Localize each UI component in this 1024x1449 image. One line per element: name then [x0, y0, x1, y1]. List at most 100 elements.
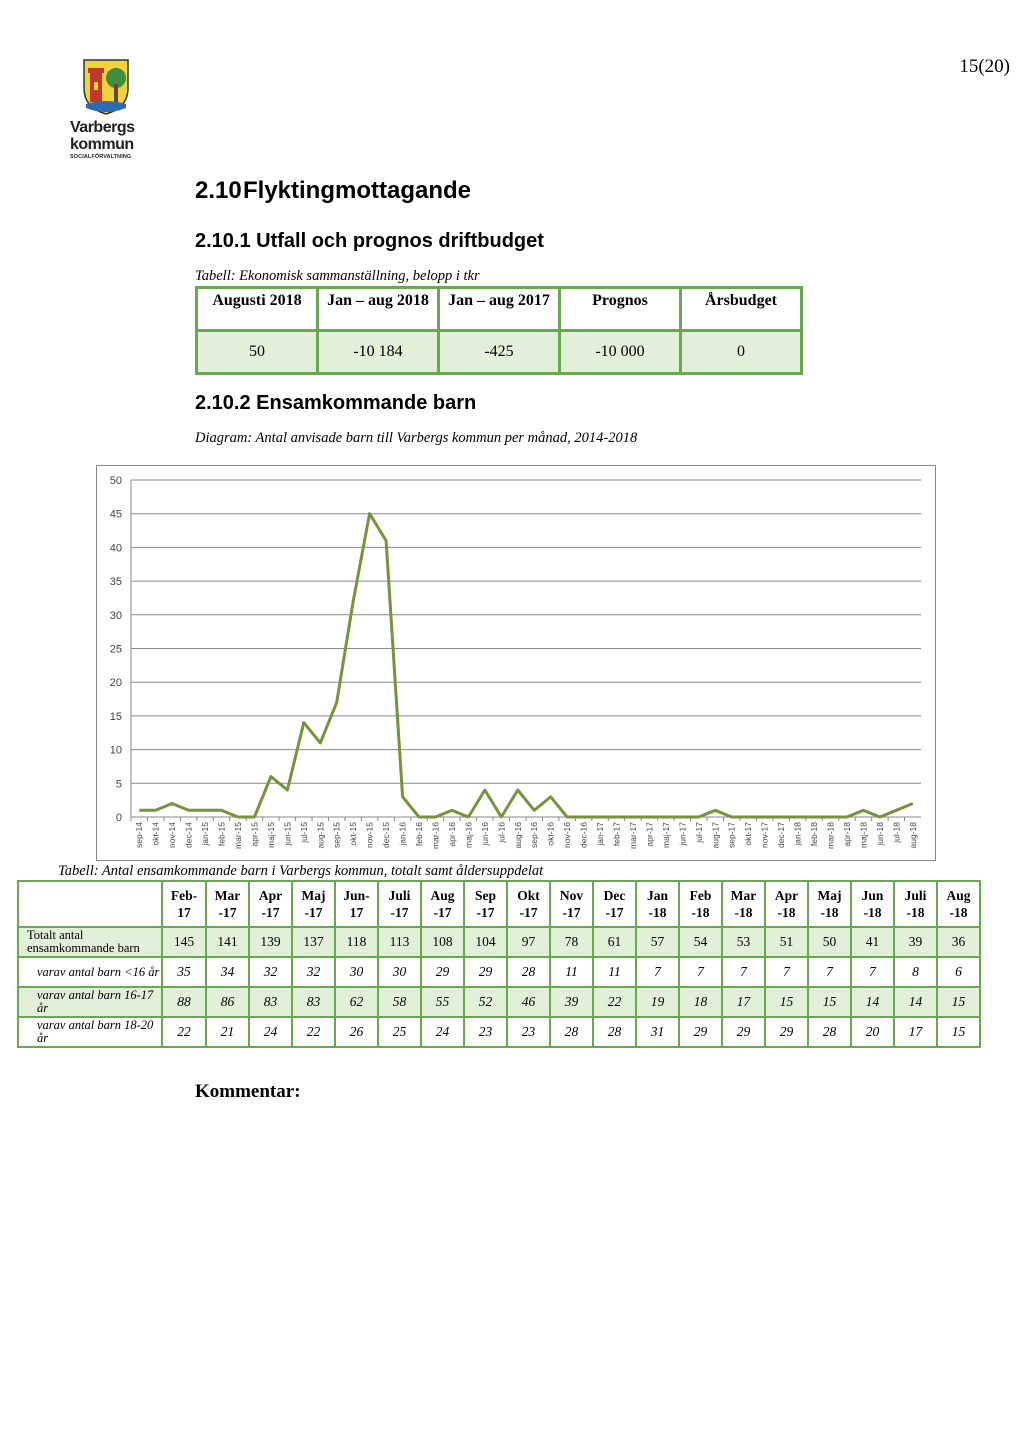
x-tick-label: feb-16: [414, 822, 424, 846]
children-header-cell: Nov -17: [549, 880, 594, 928]
children-value-cell: 30: [334, 956, 379, 988]
y-tick-label: 40: [110, 542, 122, 554]
children-header-cell: Dec -17: [592, 880, 637, 928]
x-tick-label: feb-17: [612, 822, 622, 846]
x-tick-label: okt-14: [151, 822, 161, 846]
x-tick-label: nov-17: [760, 822, 770, 848]
children-value-cell: 15: [764, 986, 809, 1018]
page-number: 15(20): [959, 56, 1010, 77]
children-value-cell: 7: [764, 956, 809, 988]
children-value-cell: 39: [893, 926, 938, 958]
children-value-cell: 39: [549, 986, 594, 1018]
children-value-cell: 41: [850, 926, 895, 958]
line-chart-svg: 0 5 10 15 20 25 30 35 40 45 50 sep-14 okt-14 nov-14 de…: [110, 475, 921, 849]
subsection-heading-budget: 2.10.1 Utfall och prognos driftbudget: [195, 230, 544, 252]
x-tick-label: mar-15: [233, 822, 243, 849]
logo-line-2: kommun: [70, 136, 134, 153]
children-value-cell: 30: [377, 956, 422, 988]
children-value-cell: 58: [377, 986, 422, 1018]
budget-table: Augusti 2018 Jan – aug 2018 Jan – aug 20…: [195, 286, 803, 375]
y-tick-label: 20: [110, 677, 122, 689]
children-table-row: Totalt antal ensamkommande barn 145 141 13…: [17, 926, 981, 958]
x-tick-label: maj-18: [858, 822, 868, 848]
children-value-cell: 29: [463, 956, 508, 988]
y-tick-label: 30: [110, 610, 122, 622]
children-value-cell: 11: [549, 956, 594, 988]
budget-value-cell: -10 184: [316, 329, 440, 375]
x-tick-label: aug-17: [710, 822, 720, 849]
children-header-cell: Okt -17: [506, 880, 551, 928]
children-header-cell: Jun- 17: [334, 880, 379, 928]
children-value-cell: 139: [248, 926, 293, 958]
section-number: 2.10: [195, 177, 242, 204]
budget-value-cell: 0: [679, 329, 803, 375]
kids-table-caption: Tabell: Antal ensamkommande barn i Varbe…: [58, 863, 544, 879]
children-header-cell: Jun -18: [850, 880, 895, 928]
children-value-cell: 24: [248, 1016, 293, 1048]
x-tick-label: jul-18: [891, 822, 901, 844]
children-value-cell: 19: [635, 986, 680, 1018]
children-value-cell: 26: [334, 1016, 379, 1048]
y-tick-label: 35: [110, 576, 122, 588]
children-value-cell: 141: [205, 926, 250, 958]
x-tick-label: jun-16: [480, 822, 490, 847]
children-value-cell: 7: [678, 956, 723, 988]
x-tick-label: mar-17: [628, 822, 638, 849]
budget-table-caption: Tabell: Ekonomisk sammanställning, belop…: [195, 268, 480, 284]
budget-value-cell: -425: [437, 329, 561, 375]
children-value-cell: 50: [807, 926, 852, 958]
x-tick-label: jan-18: [793, 822, 803, 847]
section-heading: 2.10Flyktingmottagande: [195, 177, 471, 205]
row-label: varav antal barn <16 år: [17, 956, 163, 988]
children-value-cell: 104: [463, 926, 508, 958]
children-value-cell: 28: [549, 1016, 594, 1048]
x-tick-label: okt-17: [743, 822, 753, 846]
children-header-cell: Juli -18: [893, 880, 938, 928]
y-tick-label: 15: [110, 711, 122, 723]
children-value-cell: 14: [893, 986, 938, 1018]
children-value-cell: 28: [807, 1016, 852, 1048]
children-header-cell: Mar -18: [721, 880, 766, 928]
children-value-cell: 52: [463, 986, 508, 1018]
children-value-cell: 18: [678, 986, 723, 1018]
children-value-cell: 11: [592, 956, 637, 988]
comment-heading: Kommentar:: [195, 1081, 301, 1102]
x-tick-label: sep-16: [529, 822, 539, 848]
children-value-cell: 20: [850, 1016, 895, 1048]
x-tick-label: apr-18: [842, 822, 852, 847]
children-value-cell: 32: [248, 956, 293, 988]
children-value-cell: 86: [205, 986, 250, 1018]
children-table-corner-cell: [17, 880, 163, 928]
children-header-cell: Sep -17: [463, 880, 508, 928]
children-value-cell: 145: [161, 926, 207, 958]
children-value-cell: 7: [635, 956, 680, 988]
row-label: Totalt antal ensamkommande barn: [17, 926, 163, 958]
children-value-cell: 57: [635, 926, 680, 958]
y-tick-label: 5: [116, 778, 122, 790]
children-value-cell: 55: [420, 986, 465, 1018]
section-title: Flyktingmottagande: [243, 177, 472, 204]
logo-wordmark: Varbergs kommun SOCIALFÖRVALTNING: [70, 119, 150, 161]
series-line: [139, 512, 914, 819]
y-tick-label: 10: [110, 745, 122, 757]
budget-header-cell: Augusti 2018: [195, 286, 319, 332]
children-table: Feb- 17 Mar -17 Apr -17 Maj -17 Jun- 17 Juli …: [17, 880, 981, 1048]
x-tick-label: jul-16: [496, 822, 506, 844]
children-value-cell: 46: [506, 986, 551, 1018]
children-header-cell: Aug -18: [936, 880, 981, 928]
x-tick-label: sep-15: [332, 822, 342, 848]
x-tick-label: nov-15: [365, 822, 375, 848]
children-header-cell: Feb- 17: [161, 880, 207, 928]
children-header-cell: Jan -18: [635, 880, 680, 928]
children-value-cell: 28: [506, 956, 551, 988]
x-tick-label: feb-18: [809, 822, 819, 846]
x-tick-label: dec-17: [776, 822, 786, 848]
children-header-cell: Feb -18: [678, 880, 723, 928]
children-header-cell: Maj -17: [291, 880, 336, 928]
x-tick-label: dec-15: [381, 822, 391, 848]
children-value-cell: 61: [592, 926, 637, 958]
x-tick-label: okt-15: [348, 822, 358, 846]
x-tick-label: maj-17: [661, 822, 671, 848]
budget-header-cell: Prognos: [558, 286, 682, 332]
children-value-cell: 17: [721, 986, 766, 1018]
